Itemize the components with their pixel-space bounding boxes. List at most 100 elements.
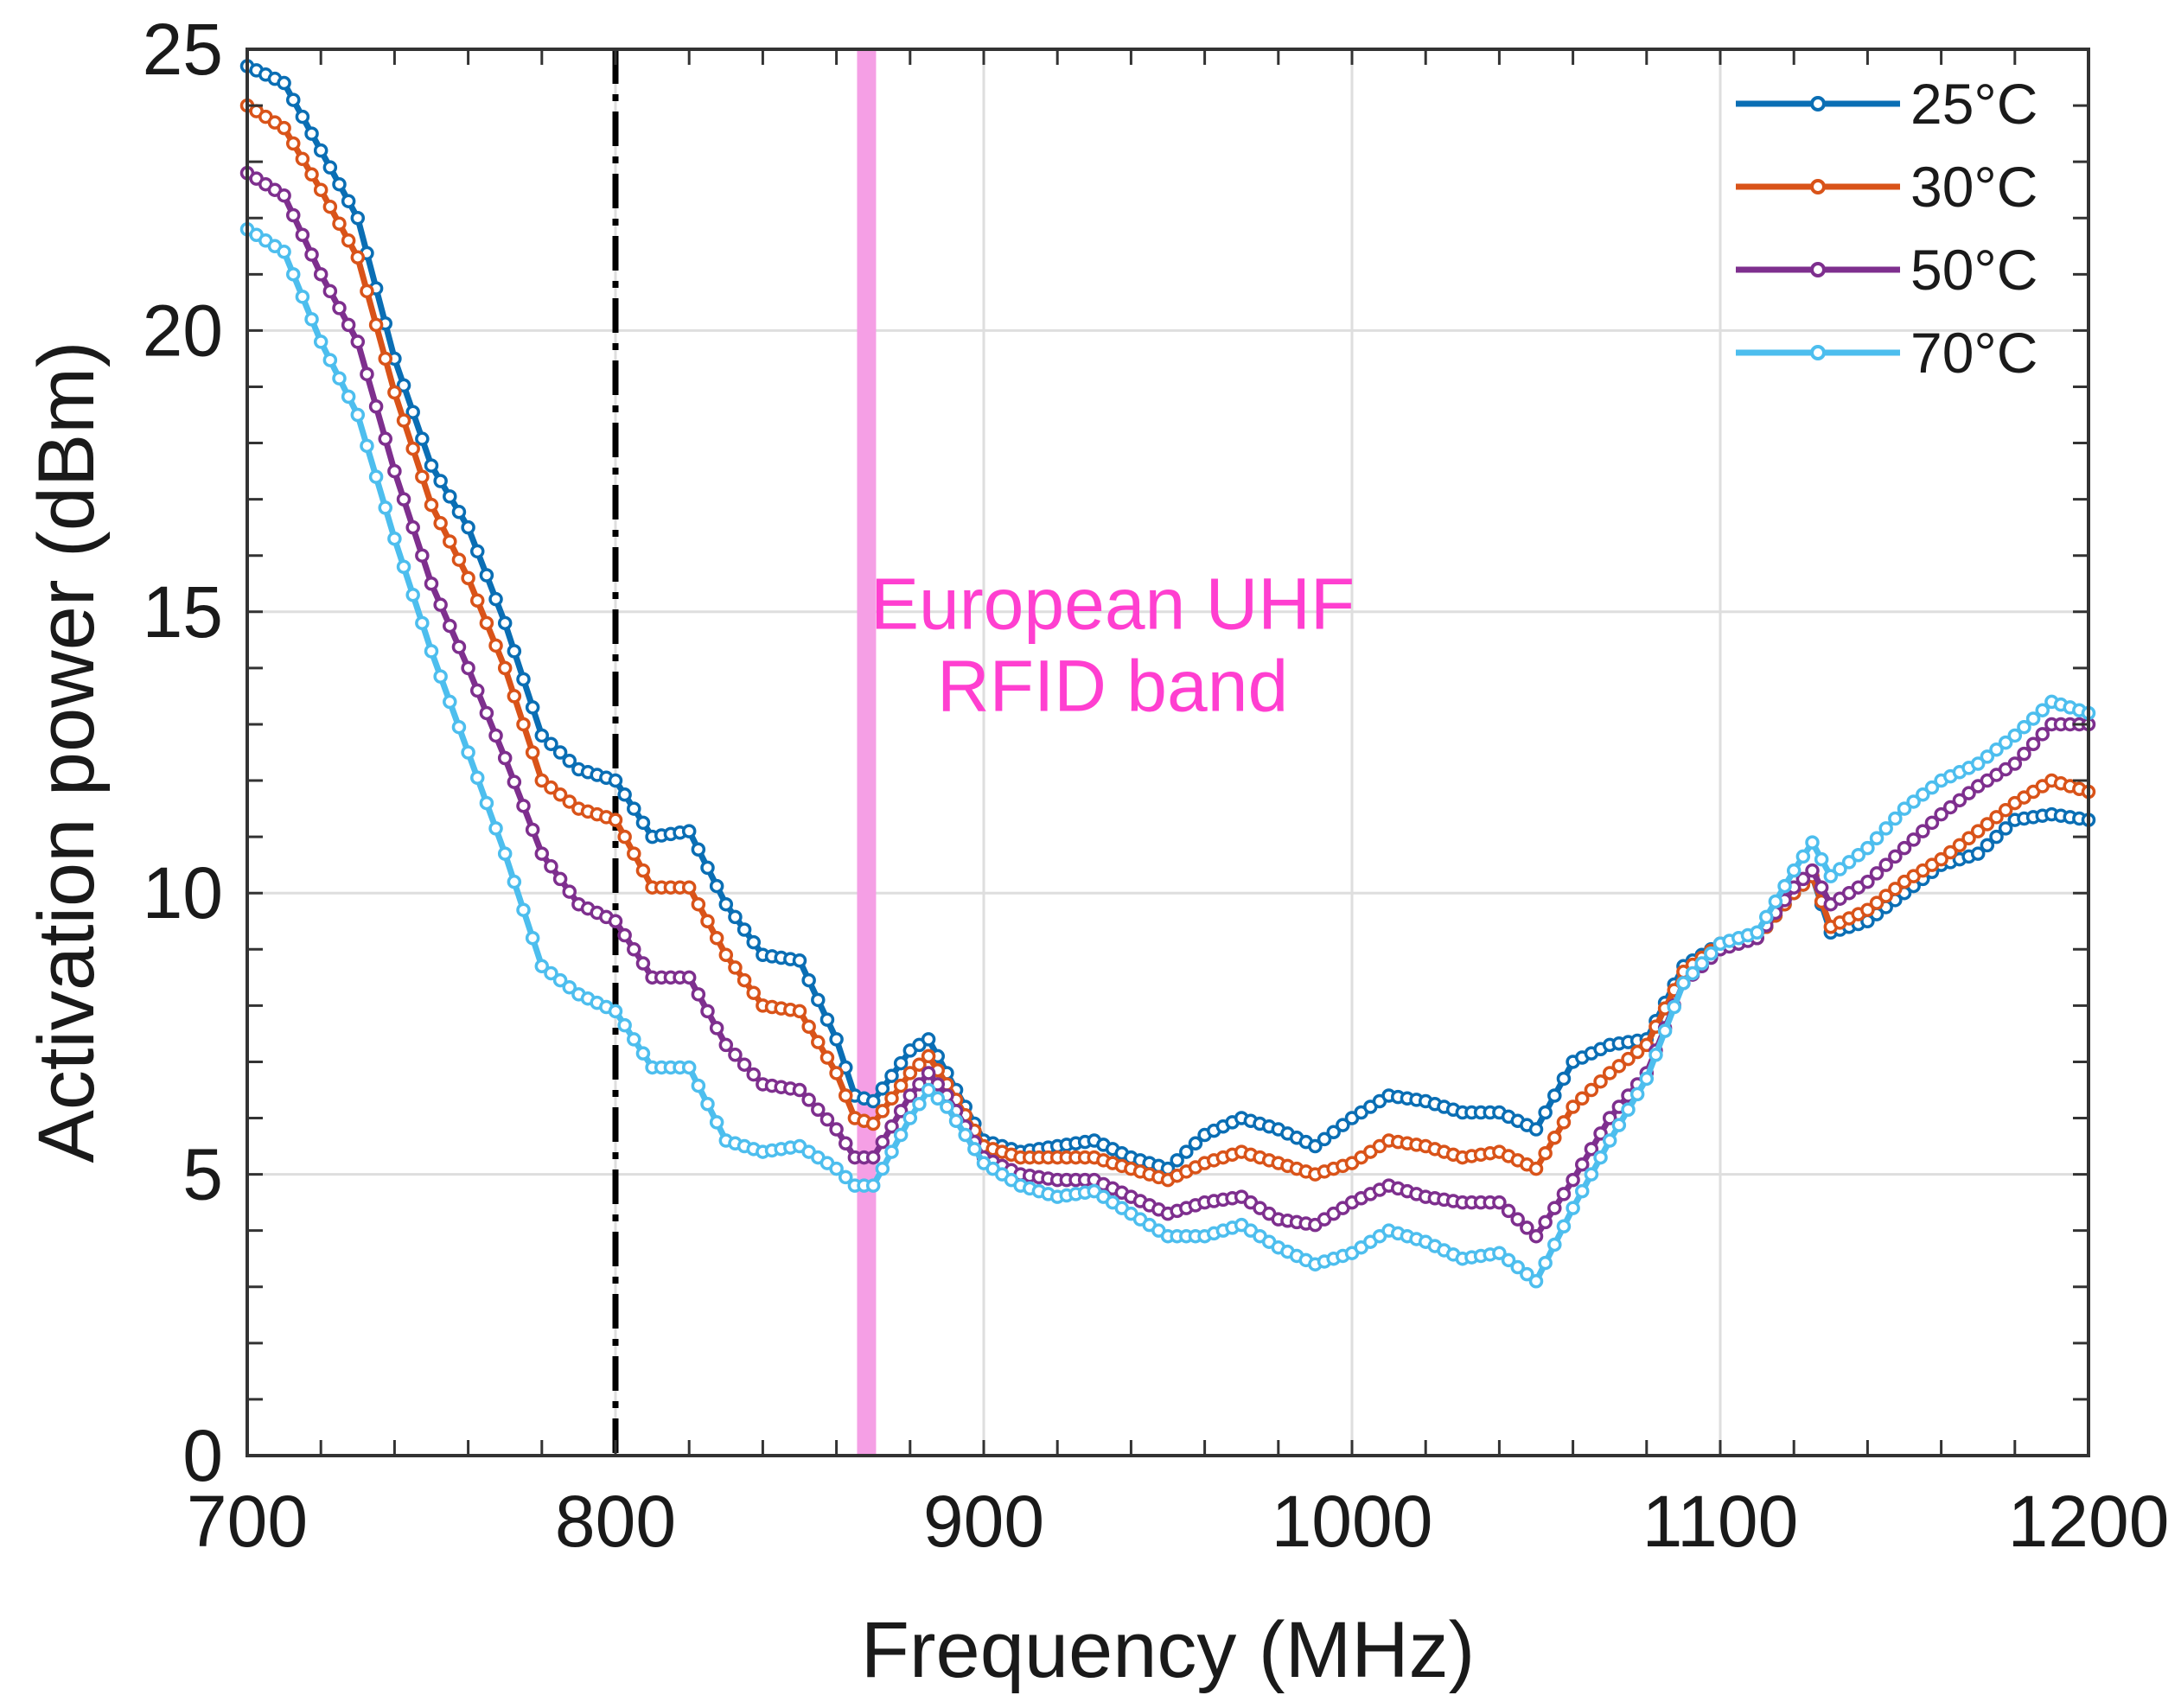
band-annotation-line-1: European UHF <box>870 563 1355 644</box>
data-point <box>1528 1161 1544 1176</box>
data-point <box>1575 1091 1590 1106</box>
data-point <box>1952 793 1967 808</box>
data-point <box>1860 840 1875 856</box>
data-point <box>1584 1167 1599 1182</box>
data-point <box>534 773 550 788</box>
data-point <box>1980 817 1995 832</box>
data-point <box>801 1019 816 1035</box>
data-point <box>405 588 420 602</box>
data-point <box>865 1116 881 1131</box>
data-point <box>1575 1157 1590 1172</box>
data-point <box>2017 719 2031 735</box>
data-point <box>839 1136 853 1151</box>
data-point <box>1888 811 1903 826</box>
data-point <box>902 1088 918 1103</box>
data-point <box>1869 831 1884 845</box>
data-point <box>1556 1115 1572 1130</box>
data-point <box>1998 821 2013 836</box>
data-point <box>608 1004 623 1019</box>
data-point <box>1878 857 1893 872</box>
data-point <box>378 351 392 366</box>
legend-marker <box>1810 345 1826 360</box>
data-point <box>1556 1219 1572 1234</box>
data-point <box>2017 746 2031 762</box>
data-point <box>1869 866 1884 881</box>
y-tick-label: 20 <box>143 290 223 371</box>
data-point <box>893 1104 909 1118</box>
data-point <box>1602 1133 1617 1148</box>
data-point <box>617 787 632 802</box>
data-point <box>516 799 531 813</box>
data-point <box>277 245 291 259</box>
rfid-band-highlight <box>857 49 877 1456</box>
plot-area-frame <box>246 48 2090 1457</box>
data-point <box>700 1097 715 1112</box>
data-point <box>811 1102 826 1118</box>
data-point <box>443 694 457 710</box>
data-point <box>544 780 558 795</box>
data-point <box>635 1046 651 1061</box>
data-point <box>433 516 448 531</box>
data-point <box>516 672 531 687</box>
legend-entry: 50°C <box>1736 238 2038 302</box>
data-point <box>718 947 734 963</box>
data-point <box>497 660 513 676</box>
legend-entry: 70°C <box>1736 321 2038 385</box>
data-point <box>451 552 467 567</box>
data-point <box>1510 1259 1525 1275</box>
data-point <box>378 431 392 446</box>
y-tick-label: 5 <box>182 1134 223 1215</box>
data-point <box>405 405 420 420</box>
data-point <box>893 1055 909 1071</box>
data-point <box>286 267 301 282</box>
data-point <box>1547 1088 1562 1103</box>
data-point <box>1980 838 1995 853</box>
data-point <box>709 931 724 946</box>
data-point <box>1943 844 1958 860</box>
data-point <box>1336 1118 1350 1132</box>
data-point <box>396 413 411 428</box>
data-point <box>875 1081 890 1096</box>
data-point <box>286 207 301 223</box>
data-point <box>1547 1201 1562 1215</box>
data-point <box>378 500 392 515</box>
data-point <box>295 151 310 167</box>
data-point <box>507 874 522 889</box>
data-point <box>1593 1074 1608 1089</box>
data-point <box>718 1037 734 1053</box>
data-point <box>819 1112 835 1127</box>
band-annotation-line-2: RFID band <box>937 645 1288 726</box>
data-point <box>360 366 374 382</box>
data-point <box>709 878 724 894</box>
data-point <box>507 689 522 704</box>
data-point <box>1584 1082 1599 1098</box>
data-point <box>627 801 641 816</box>
data-point <box>341 233 356 248</box>
data-point <box>552 745 568 760</box>
data-point <box>1897 801 1912 816</box>
data-point <box>691 1078 706 1093</box>
data-point <box>921 1066 936 1080</box>
data-point <box>608 914 623 928</box>
data-point <box>451 505 467 519</box>
data-point <box>746 934 761 950</box>
data-point <box>2025 736 2041 751</box>
data-point <box>875 1161 890 1176</box>
data-point <box>884 1144 899 1159</box>
data-point <box>350 407 366 423</box>
data-point <box>902 1111 918 1125</box>
data-point <box>525 822 540 838</box>
data-point <box>1566 1201 1580 1215</box>
data-point <box>1989 829 2004 844</box>
data-point <box>1805 835 1820 850</box>
data-point <box>902 1066 918 1080</box>
data-point <box>737 922 752 937</box>
data-point <box>1768 894 1783 909</box>
data-point <box>304 312 319 327</box>
data-point <box>497 846 513 861</box>
data-point <box>829 1066 844 1080</box>
data-point <box>1611 1118 1627 1132</box>
data-point <box>839 1088 853 1103</box>
data-point <box>691 842 706 857</box>
data-point <box>277 188 291 203</box>
